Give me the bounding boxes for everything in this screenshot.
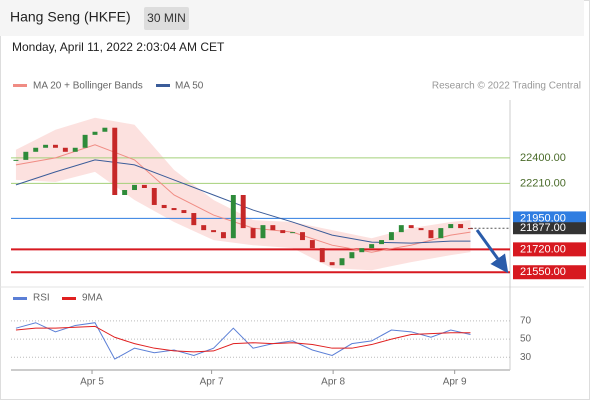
candle <box>309 240 315 249</box>
datetime: Monday, April 11, 2022 2:03:04 AM CET <box>12 40 225 54</box>
candle <box>448 224 454 229</box>
candle <box>458 224 464 229</box>
candle <box>43 144 49 148</box>
legend-swatch <box>156 84 170 87</box>
candle <box>468 228 473 230</box>
candle <box>220 232 226 239</box>
candle <box>369 244 375 249</box>
candle <box>398 225 404 233</box>
level-label: 22400.00 <box>520 152 566 164</box>
level-box <box>513 242 586 257</box>
projection-arrow <box>475 229 509 274</box>
candle <box>418 228 424 231</box>
candle <box>161 204 167 209</box>
title: Hang Seng (HKFE) <box>10 9 131 25</box>
current-price-label: 21877.00 <box>520 222 566 234</box>
candle <box>201 225 207 231</box>
candle <box>82 134 88 148</box>
candle <box>122 190 128 195</box>
level-label: 22210.00 <box>520 177 566 189</box>
candle <box>240 194 246 229</box>
header-bar <box>0 0 584 36</box>
legend-label: MA 50 <box>175 81 204 92</box>
x-tick-label: Apr 9 <box>443 377 467 388</box>
candle <box>349 252 355 259</box>
candle <box>151 188 157 205</box>
candle <box>191 213 197 226</box>
x-tick-label: Apr 7 <box>200 377 224 388</box>
legend-swatch <box>13 84 27 87</box>
candle <box>141 184 147 189</box>
candle <box>33 147 39 152</box>
candle <box>329 262 335 266</box>
candle <box>270 225 276 231</box>
candle <box>428 230 434 239</box>
legend-label: MA 20 + Bollinger Bands <box>33 81 143 92</box>
y-tick-label: 30 <box>520 352 532 363</box>
candle <box>230 194 236 239</box>
y-tick-label: 50 <box>520 334 532 345</box>
plot: 22400.00 22210.00 21950.00 21720.00 21550.00… <box>11 117 586 388</box>
candle <box>438 228 444 239</box>
x-tick-label: Apr 5 <box>80 377 104 388</box>
candle <box>211 230 217 233</box>
candle <box>319 248 325 263</box>
candle <box>408 225 414 229</box>
level-label: 21720.00 <box>520 243 566 255</box>
x-tick-label: Apr 8 <box>321 377 345 388</box>
candle <box>359 248 365 253</box>
legend-swatch <box>13 297 27 300</box>
candle <box>339 258 345 266</box>
series-line <box>15 322 471 360</box>
level-label: 21950.00 <box>520 212 566 224</box>
candle <box>388 232 394 241</box>
candle <box>112 127 118 195</box>
bollinger-band <box>15 117 471 271</box>
candle <box>171 208 177 211</box>
candle <box>280 230 286 234</box>
candle <box>260 225 266 239</box>
candle <box>379 240 385 245</box>
current-price-box <box>513 222 586 235</box>
y-tick-label: 70 <box>520 316 532 327</box>
level-label: 21550.00 <box>520 266 566 278</box>
ma-line <box>15 159 471 244</box>
candle <box>92 131 98 135</box>
candle <box>72 147 78 152</box>
candle <box>290 232 296 234</box>
candle <box>62 147 68 152</box>
candle <box>13 159 19 161</box>
candle <box>132 184 137 191</box>
source: Research © 2022 Trading Central <box>432 81 581 92</box>
legend-label: RSI <box>33 293 50 304</box>
series-line <box>15 325 471 353</box>
interval-badge[interactable] <box>144 7 189 30</box>
candle <box>52 144 58 148</box>
candle <box>102 127 108 132</box>
candle <box>250 228 256 239</box>
legend-swatch <box>62 297 76 300</box>
candle <box>23 151 29 160</box>
candle <box>300 232 305 241</box>
candle <box>181 210 187 214</box>
level-box <box>513 265 586 280</box>
interval[interactable]: 30 MIN <box>147 11 186 25</box>
legend-label: 9MA <box>82 293 103 304</box>
level-box <box>513 211 586 226</box>
